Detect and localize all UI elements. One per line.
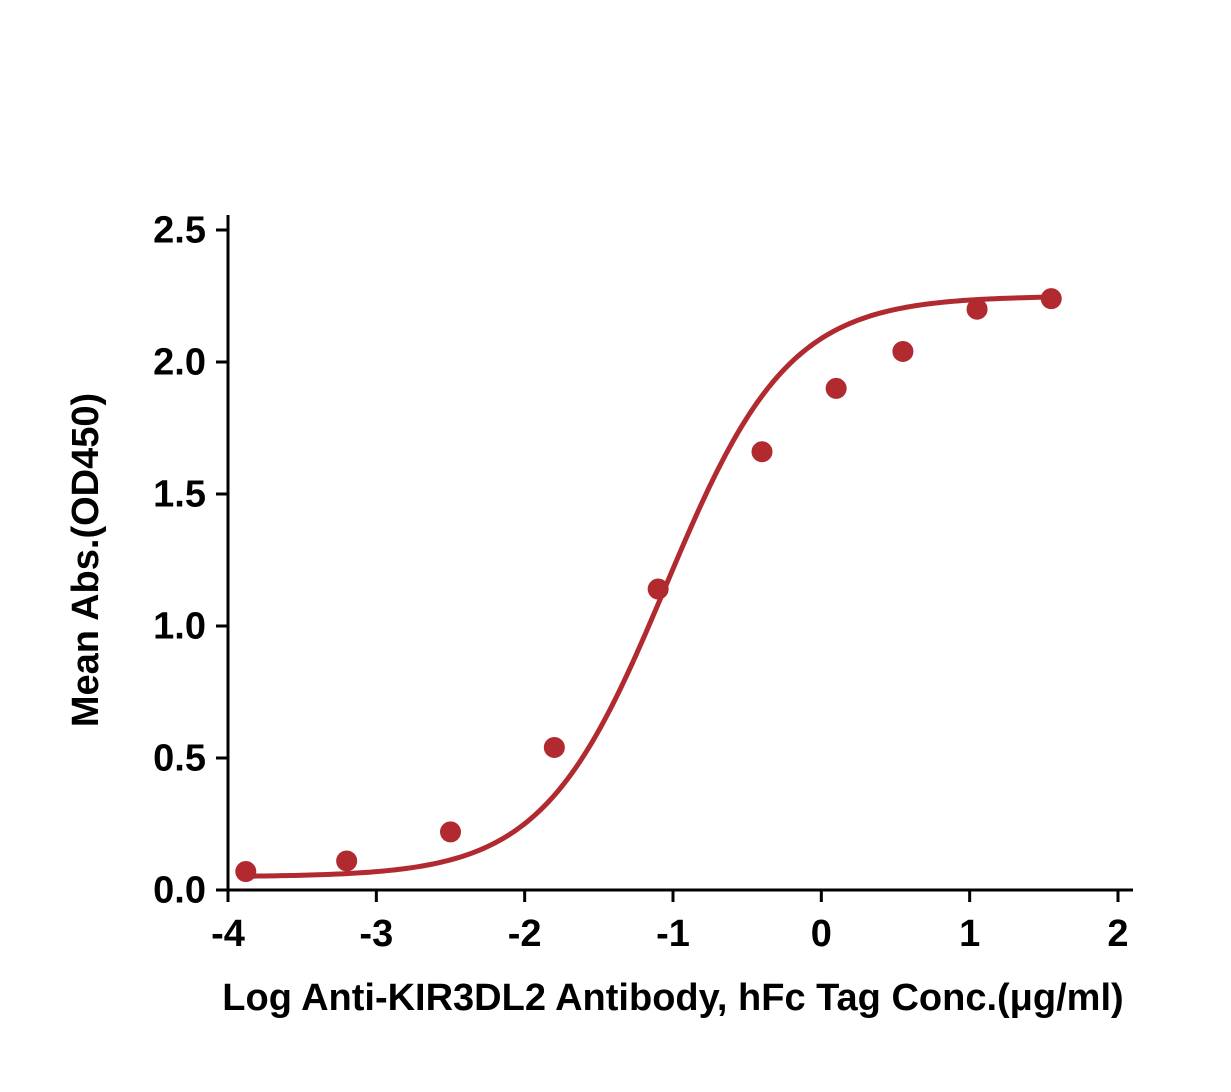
y-tick-label: 2.5 <box>153 210 206 252</box>
y-tick-label: 0.0 <box>153 870 206 912</box>
y-axis-title: Mean Abs.(OD450) <box>65 393 107 727</box>
x-axis-title: Log Anti-KIR3DL2 Antibody, hFc Tag Conc.… <box>222 977 1123 1019</box>
y-tick-label: 2.0 <box>153 342 206 384</box>
chart-svg: -4 -3 -2 -1 0 1 2 0.0 0.5 1.0 1.5 2.0 2.5 Log Anti-KI… <box>0 0 1231 1087</box>
x-tick-label: 0 <box>811 913 832 955</box>
data-point <box>441 822 461 842</box>
data-point <box>1041 289 1061 309</box>
x-tick-label: -2 <box>508 913 542 955</box>
data-point <box>967 299 987 319</box>
data-point <box>236 862 256 882</box>
data-point <box>648 579 668 599</box>
y-tick-label: 0.5 <box>153 738 206 780</box>
data-point <box>826 378 846 398</box>
chart-container: -4 -3 -2 -1 0 1 2 0.0 0.5 1.0 1.5 2.0 2.5 Log Anti-KI… <box>0 0 1231 1087</box>
data-point <box>893 341 913 361</box>
x-tick-label: 2 <box>1107 913 1128 955</box>
x-tick-label: -3 <box>359 913 393 955</box>
y-tick-label: 1.0 <box>153 606 206 648</box>
data-point <box>337 851 357 871</box>
x-tick-label: 1 <box>959 913 980 955</box>
x-tick-label: -1 <box>656 913 690 955</box>
data-point <box>544 737 564 757</box>
x-tick-label: -4 <box>211 913 245 955</box>
y-tick-label: 1.5 <box>153 474 206 516</box>
data-point <box>752 442 772 462</box>
